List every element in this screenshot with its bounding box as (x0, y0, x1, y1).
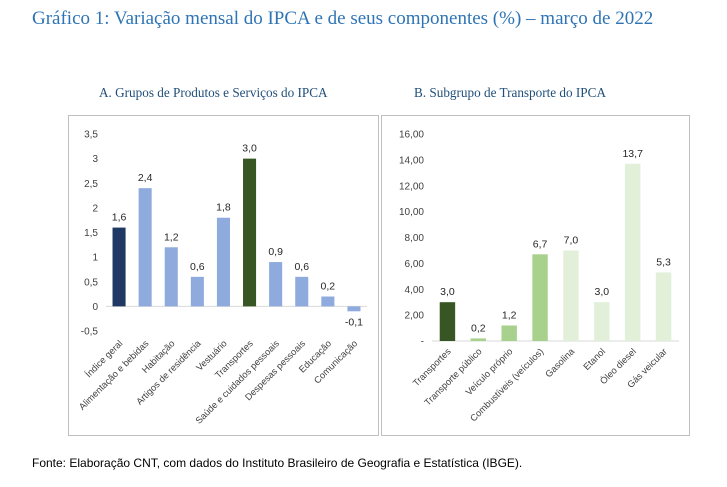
chart-b-ytick-label: 6,00 (405, 259, 425, 270)
chart-b-data-label: 0,2 (471, 322, 486, 334)
chart-b-data-label: 5,3 (656, 256, 671, 268)
chart-b-bar (532, 254, 548, 341)
chart-b-category-label: Transporte público (422, 346, 483, 407)
chart-a-bar (216, 217, 230, 307)
chart-a-bar (295, 276, 309, 307)
chart-a-ytick-label: -0,5 (81, 327, 99, 338)
chart-b-data-label: 6,7 (533, 238, 548, 250)
chart-a-bar (190, 276, 204, 307)
chart-a-data-label: 3,0 (242, 143, 257, 155)
chart-a-data-label: 2,4 (138, 172, 153, 184)
chart-b-data-label: 7,0 (564, 234, 579, 246)
chart-a-ytick-label: 1 (92, 253, 98, 264)
chart-a-title: A. Grupos de Produtos e Serviços do IPCA (99, 85, 328, 100)
chart-a-panel: 3,5 3 2,5 2 1,5 1 0,5 0 -0,5 1,6 Índice geral 2,4 Al… (68, 115, 379, 436)
chart-b-data-label: 3,0 (440, 286, 455, 298)
chart-a-ytick-label: 1,5 (84, 228, 98, 239)
chart-a-data-label: 1,2 (164, 231, 179, 243)
chart-a-data-label: 0,9 (268, 246, 283, 258)
chart-a-ytick-label: 3 (92, 154, 98, 165)
chart-b-ytick-label: 4,00 (405, 285, 425, 296)
chart-b-category-label: Etanol (582, 346, 608, 372)
chart-b-svg: 16,00 14,00 12,00 10,00 8,00 6,00 4,00 2,00 - 3,0… (399, 130, 679, 424)
chart-b-ytick-label: 10,00 (399, 207, 424, 218)
chart-a-ytick-label: 0 (92, 302, 98, 313)
chart-a-bar (347, 306, 361, 312)
chart-b-bar (594, 302, 610, 341)
chart-b-ytick-label: 12,00 (399, 181, 424, 192)
chart-b-data-label: 1,2 (502, 309, 517, 321)
chart-a-ytick-label: 2 (92, 203, 98, 214)
chart-b-bar (563, 250, 579, 341)
chart-a-data-label: 1,8 (216, 202, 231, 214)
chart-a-bar (269, 262, 283, 307)
chart-a-bar (138, 188, 152, 307)
chart-a-data-label: 0,6 (190, 261, 205, 273)
chart-b-bar (470, 338, 487, 341)
chart-b-ytick-label: - (421, 337, 424, 348)
chart-a-ytick-label: 0,5 (84, 277, 98, 288)
chart-b-ytick-label: 2,00 (405, 311, 425, 322)
chart-a-bar (112, 227, 126, 307)
chart-b-title: B. Subgrupo de Transporte do IPCA (414, 85, 606, 100)
chart-a-data-label: 1,6 (112, 212, 127, 224)
chart-b-bar (624, 163, 641, 341)
page-title: Gráfico 1: Variação mensal do IPCA e de … (32, 8, 654, 29)
chart-b-data-label: 13,7 (622, 148, 643, 160)
source-note: Fonte: Elaboração CNT, com dados do Inst… (32, 456, 523, 470)
chart-a-bar (321, 296, 335, 307)
chart-b-ytick-label: 16,00 (399, 130, 424, 141)
chart-b-bar (501, 325, 517, 341)
chart-b-panel: 16,00 14,00 12,00 10,00 8,00 6,00 4,00 2,00 - 3,0… (381, 115, 690, 436)
chart-b-ytick-label: 8,00 (405, 233, 425, 244)
chart-a-data-label: -0,1 (345, 316, 363, 328)
chart-b-bar (439, 302, 456, 341)
chart-a-bar (243, 158, 257, 307)
chart-b-data-label: 3,0 (595, 286, 610, 298)
chart-b-bar (655, 272, 672, 341)
chart-a-data-label: 0,6 (294, 261, 309, 273)
chart-a-ytick-label: 2,5 (84, 179, 98, 190)
chart-b-category-label: Gasolina (543, 346, 577, 380)
chart-b-ytick-label: 14,00 (399, 155, 424, 166)
chart-a-data-label: 0,2 (321, 281, 336, 293)
chart-a-bar (164, 247, 178, 307)
chart-a-ytick-label: 3,5 (84, 130, 98, 141)
